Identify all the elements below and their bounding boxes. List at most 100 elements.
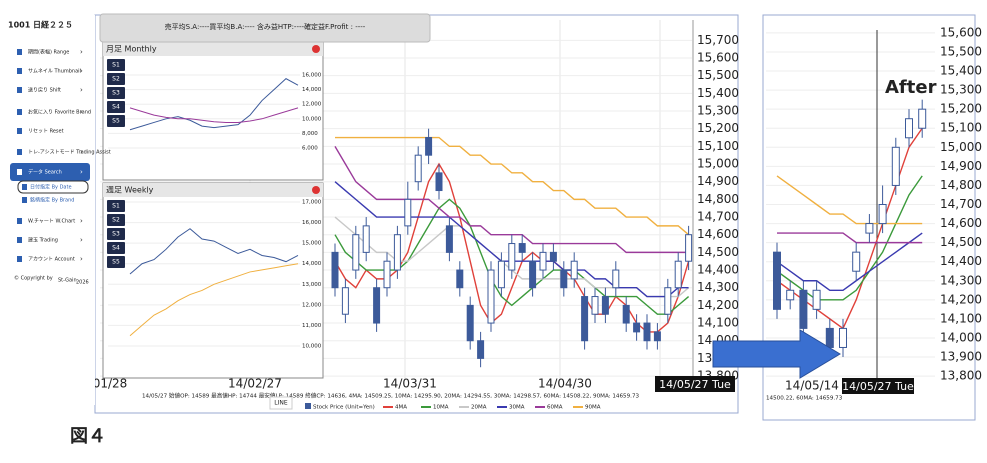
candle-body — [865, 223, 874, 234]
legend-swatch — [305, 403, 311, 409]
menu-arrow: › — [80, 217, 83, 225]
candle-body — [341, 287, 349, 315]
candle-body — [487, 269, 495, 324]
series-button[interactable] — [107, 242, 125, 254]
series-button[interactable] — [107, 87, 125, 99]
menu-item[interactable]: 銘柄指定 By Brand — [30, 197, 74, 204]
candle-body — [812, 289, 821, 310]
menu-item[interactable]: 日付指定 By Date — [30, 184, 72, 191]
series-button[interactable] — [107, 115, 125, 127]
series-button-label[interactable]: S3 — [112, 231, 120, 238]
candle-body — [570, 260, 578, 280]
y-tick-label: 14,400 — [697, 263, 739, 277]
close-button[interactable] — [312, 186, 320, 194]
series-button[interactable] — [107, 256, 125, 268]
menu-item[interactable]: W.チャート W.Chart — [28, 219, 75, 225]
series-button-label[interactable]: S1 — [112, 203, 120, 210]
menu-icon — [17, 169, 22, 175]
y-tick-label: 15,100 — [697, 139, 739, 153]
y-tick-label: 14,300 — [697, 280, 739, 294]
ma-line — [777, 232, 923, 244]
ma-line — [776, 175, 923, 225]
candle-body — [383, 260, 391, 289]
legend-label: 4MA — [395, 405, 407, 411]
ma-line — [129, 78, 299, 131]
series-button[interactable] — [107, 73, 125, 85]
candle-body — [891, 146, 900, 186]
panel — [102, 182, 324, 379]
y-tick-label: 14,800 — [697, 192, 739, 206]
menu-arrow: › — [80, 255, 83, 263]
menu-item[interactable]: 建玉 Trading — [28, 237, 58, 244]
menu-item[interactable]: お気に入り Favorite Brand — [28, 109, 91, 116]
ma-line — [776, 232, 923, 291]
ma-line — [776, 175, 923, 301]
menu-item[interactable]: リセット Reset — [28, 129, 64, 135]
close-button[interactable] — [312, 45, 320, 53]
series-button-label[interactable]: S2 — [112, 76, 120, 83]
y-tick-label: 14,700 — [940, 197, 982, 211]
series-button[interactable] — [107, 200, 125, 212]
y-tick-label: 14,200 — [940, 292, 982, 306]
brand: St-Gain — [58, 278, 77, 284]
series-button-label[interactable]: S5 — [112, 118, 120, 125]
line-button-label[interactable]: LINE — [274, 400, 288, 407]
menu-item[interactable]: トレ-アシストモード Trading Assist — [28, 150, 111, 156]
y-tick-label: 14,600 — [940, 216, 982, 230]
menu-arrow: › — [80, 148, 83, 156]
year: 2026 — [76, 280, 89, 286]
candle-body — [456, 269, 464, 289]
x-tick-label: 14/02/27 — [228, 377, 282, 391]
candle-body — [404, 198, 412, 227]
series-button-label[interactable]: S4 — [112, 245, 120, 252]
candle-body — [653, 331, 661, 342]
legend-label: 60MA — [547, 405, 563, 411]
line-button[interactable] — [269, 396, 293, 410]
y-tick-label: 16,000 — [302, 220, 322, 226]
menu-icon — [17, 128, 22, 134]
menu-item[interactable]: サムネイル Thumbnail — [28, 69, 81, 75]
header-bar — [99, 13, 431, 43]
legend-label: 90MA — [585, 405, 601, 411]
y-tick-label: 15,300 — [697, 104, 739, 118]
y-tick-label: 15,700 — [697, 33, 739, 47]
candle-body — [685, 234, 693, 262]
menu-item[interactable]: データ Search — [28, 169, 62, 176]
series-button[interactable] — [107, 228, 125, 240]
candle-body — [497, 260, 505, 289]
menu-icon — [22, 184, 27, 190]
candle-body — [560, 269, 568, 289]
menu-item[interactable]: 期間(表幅) Range — [28, 49, 69, 56]
after-chart: 13,800 13,900 14,000 14,100 14,200 14,300 14,4… — [766, 25, 982, 402]
y-tick-label: 14,000 — [302, 87, 322, 93]
series-button-label[interactable]: S2 — [112, 217, 120, 224]
menu-icon — [17, 109, 22, 115]
y-tick-label: 11,000 — [302, 323, 322, 329]
y-tick-label: 15,400 — [697, 86, 739, 100]
x-tick-label: 14/05/27 Tue — [842, 380, 914, 393]
menu-arrow: › — [80, 108, 83, 116]
candle-body — [622, 304, 630, 324]
series-button-label[interactable]: S5 — [112, 259, 120, 266]
series-button-label[interactable]: S3 — [112, 90, 120, 97]
y-tick-label: 14,000 — [302, 261, 322, 267]
y-tick-label: 8,000 — [302, 131, 318, 137]
series-button[interactable] — [107, 101, 125, 113]
y-tick-label: 10,000 — [302, 343, 322, 349]
legend-label: Stock Price (Unit=Yen) — [313, 405, 375, 411]
y-tick-label: 15,000 — [302, 241, 322, 247]
series-button[interactable] — [107, 59, 125, 71]
menu-item[interactable]: 送り戻り Shift — [28, 87, 61, 94]
y-tick-label: 14,500 — [697, 245, 739, 259]
menu-item[interactable]: アカウント Account — [28, 256, 75, 263]
info: 14/05/27 始値OP: 14589 最高値HP: 14744 最安値LP:… — [142, 392, 639, 400]
series-button-label[interactable]: S4 — [112, 104, 120, 111]
series-button-label[interactable]: S1 — [112, 62, 120, 69]
series-button[interactable] — [107, 214, 125, 226]
x-tick-label: 14/05/27 Tue — [659, 378, 731, 391]
menu-icon — [17, 49, 22, 55]
y-tick-label: 16,000 — [302, 73, 322, 79]
y-tick-label: 13,000 — [302, 282, 322, 288]
y-tick-label: 15,300 — [940, 83, 982, 97]
